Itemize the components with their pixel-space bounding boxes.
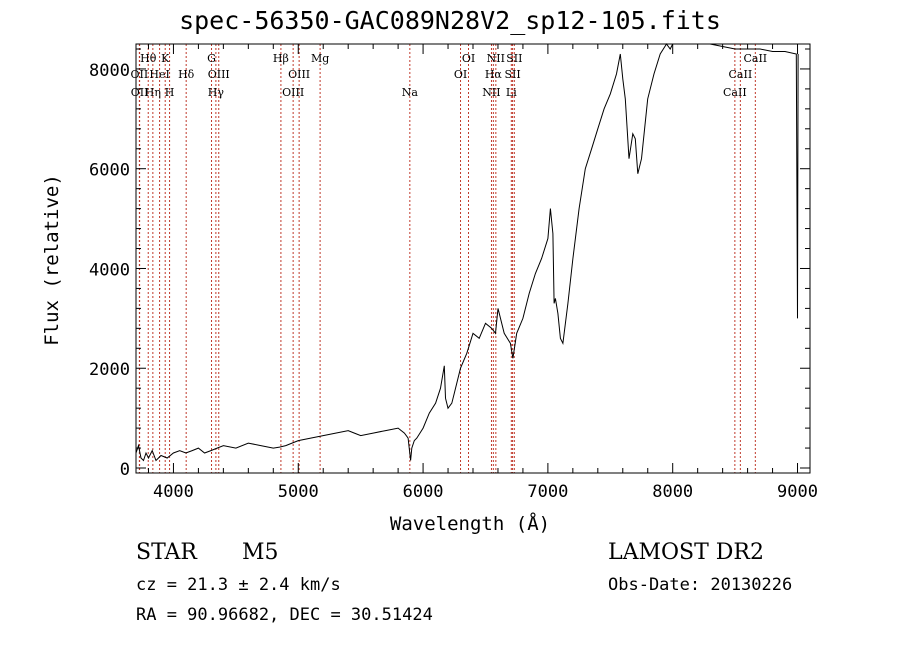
line-marker-label: CaII [729,68,753,81]
x-tick-label: 8000 [652,482,693,502]
spectral-line-markers [138,44,756,473]
redshift-cz: cz = 21.3 ± 2.4 km/s [136,575,341,595]
line-marker-label: Hγ [208,86,225,99]
line-marker-label: OIII [282,86,304,99]
object-subclass: M5 [242,540,279,565]
x-axis-ticks: 4000 5000 6000 7000 8000 9000 [147,44,818,502]
x-tick-label: 9000 [777,482,818,502]
y-axis-label: Flux (relative) [41,174,63,346]
line-marker-label: Hη [145,86,161,99]
y-tick-label: 6000 [89,161,130,181]
line-marker-label: OIII [208,68,230,81]
chart-title: spec-56350-GAC089N28V2_sp12-105.fits [179,6,721,35]
line-marker-label: Hδ [178,68,195,81]
line-marker-label: NII [482,86,500,99]
line-marker-label: K [161,52,170,65]
obs-date: Obs-Date: 20130226 [608,575,793,595]
line-marker-label: CaII [743,52,767,65]
x-tick-label: 5000 [278,482,319,502]
object-class: STAR [136,540,197,565]
plot-frame [135,43,811,474]
line-marker-label: Hα [485,68,503,81]
line-marker-label: Mg [311,52,329,65]
line-marker-label: OI [454,68,467,81]
line-marker-label: CaII [723,86,747,99]
spectrum-line [135,43,799,462]
line-marker-label: SII [504,68,520,81]
x-tick-label: 6000 [403,482,444,502]
line-marker-label: Hθ [140,52,157,65]
y-tick-label: 4000 [89,260,130,280]
y-tick-label: 0 [120,460,130,480]
line-marker-label: Li [506,86,517,99]
line-marker-label: OII [131,68,149,81]
y-tick-label: 2000 [89,360,130,380]
line-marker-label: OII [131,86,149,99]
coordinates: RA = 90.96682, DEC = 30.51424 [136,605,433,625]
x-tick-label: 4000 [153,482,194,502]
x-tick-label: 7000 [527,482,568,502]
line-marker-label: HeI [149,68,169,81]
line-marker-label: H [165,86,175,99]
line-marker-label: OIII [288,68,310,81]
survey-name: LAMOST DR2 [608,540,764,565]
line-marker-label: NII [487,52,505,65]
line-marker-label: SII [506,52,522,65]
line-marker-label: G [207,52,216,65]
line-marker-label: Hβ [273,52,289,65]
line-marker-label: Na [402,86,419,99]
y-axis-ticks: 0 2000 4000 6000 8000 [89,48,810,480]
y-tick-label: 8000 [89,61,130,81]
x-axis-label: Wavelength (Å) [390,512,550,535]
line-marker-label: OI [462,52,475,65]
